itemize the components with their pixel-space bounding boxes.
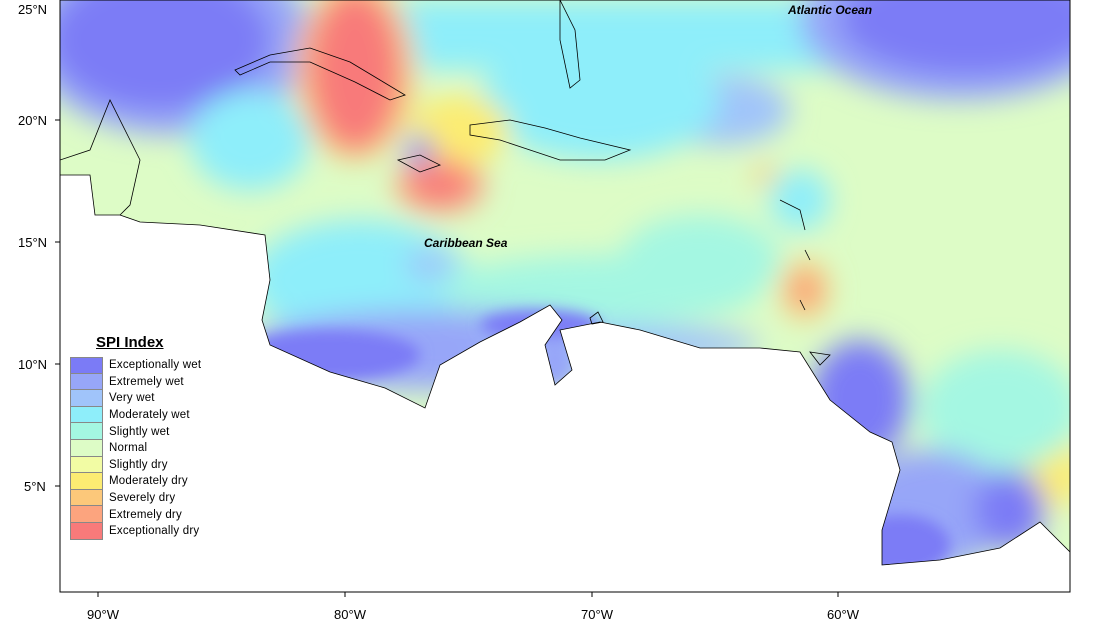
legend-label: Extremely wet	[109, 375, 184, 388]
atlantic-ocean-label: Atlantic Ocean	[788, 3, 873, 17]
legend-label: Normal	[109, 442, 148, 455]
legend-label: Moderately dry	[109, 475, 188, 488]
y-tick-label: 15°N	[18, 235, 48, 250]
legend-label: Extremely dry	[109, 508, 182, 521]
x-tick-label: 70°W	[581, 607, 613, 622]
landmass	[60, 174, 1070, 592]
spi-legend: SPI Index Exceptionally wet Extremely wet…	[70, 334, 201, 540]
x-tick-label: 80°W	[334, 607, 366, 622]
legend-label: Exceptionally dry	[109, 525, 200, 538]
legend-item: Extremely dry	[70, 506, 201, 523]
legend-item: Moderately dry	[70, 473, 201, 490]
legend-swatch	[70, 473, 103, 490]
island-outlines	[60, 0, 831, 366]
legend-swatch	[70, 456, 103, 474]
legend-item: Exceptionally dry	[70, 522, 201, 540]
x-tick-label: 60°W	[827, 607, 859, 622]
legend-swatch	[70, 489, 103, 507]
legend-label: Very wet	[109, 392, 155, 405]
legend-swatch	[70, 423, 103, 440]
legend-title: SPI Index	[96, 334, 164, 351]
legend-swatch	[70, 506, 103, 523]
axis-ticks	[55, 119, 839, 597]
legend-label: Moderately wet	[109, 409, 190, 422]
legend-swatch	[70, 439, 103, 457]
legend-label: Severely dry	[109, 492, 176, 505]
y-tick-label: 20°N	[18, 113, 48, 128]
legend-item: Very wet	[70, 390, 201, 407]
legend-item: Severely dry	[70, 489, 201, 507]
y-tick-label: 5°N	[24, 479, 46, 494]
legend-label: Exceptionally wet	[109, 359, 202, 372]
spi-field	[60, 0, 1070, 592]
caribbean-sea-label: Caribbean Sea	[424, 236, 508, 250]
legend-label: Slightly wet	[109, 425, 170, 438]
y-tick-label: 10°N	[18, 357, 48, 372]
legend-item: Exceptionally wet	[70, 357, 201, 374]
legend-item: Slightly dry	[70, 456, 201, 474]
legend-swatch	[70, 522, 103, 540]
legend-item: Slightly wet	[70, 423, 201, 440]
legend-label: Slightly dry	[109, 458, 168, 471]
legend-swatch	[70, 357, 103, 374]
legend-swatch	[70, 406, 103, 424]
x-tick-label: 90°W	[87, 607, 119, 622]
legend-item: Moderately wet	[70, 406, 201, 424]
legend-swatch	[70, 373, 103, 391]
legend-item: Extremely wet	[70, 373, 201, 391]
legend-swatch	[70, 390, 103, 407]
y-tick-label: 25°N	[18, 2, 48, 17]
legend-item: Normal	[70, 439, 201, 457]
